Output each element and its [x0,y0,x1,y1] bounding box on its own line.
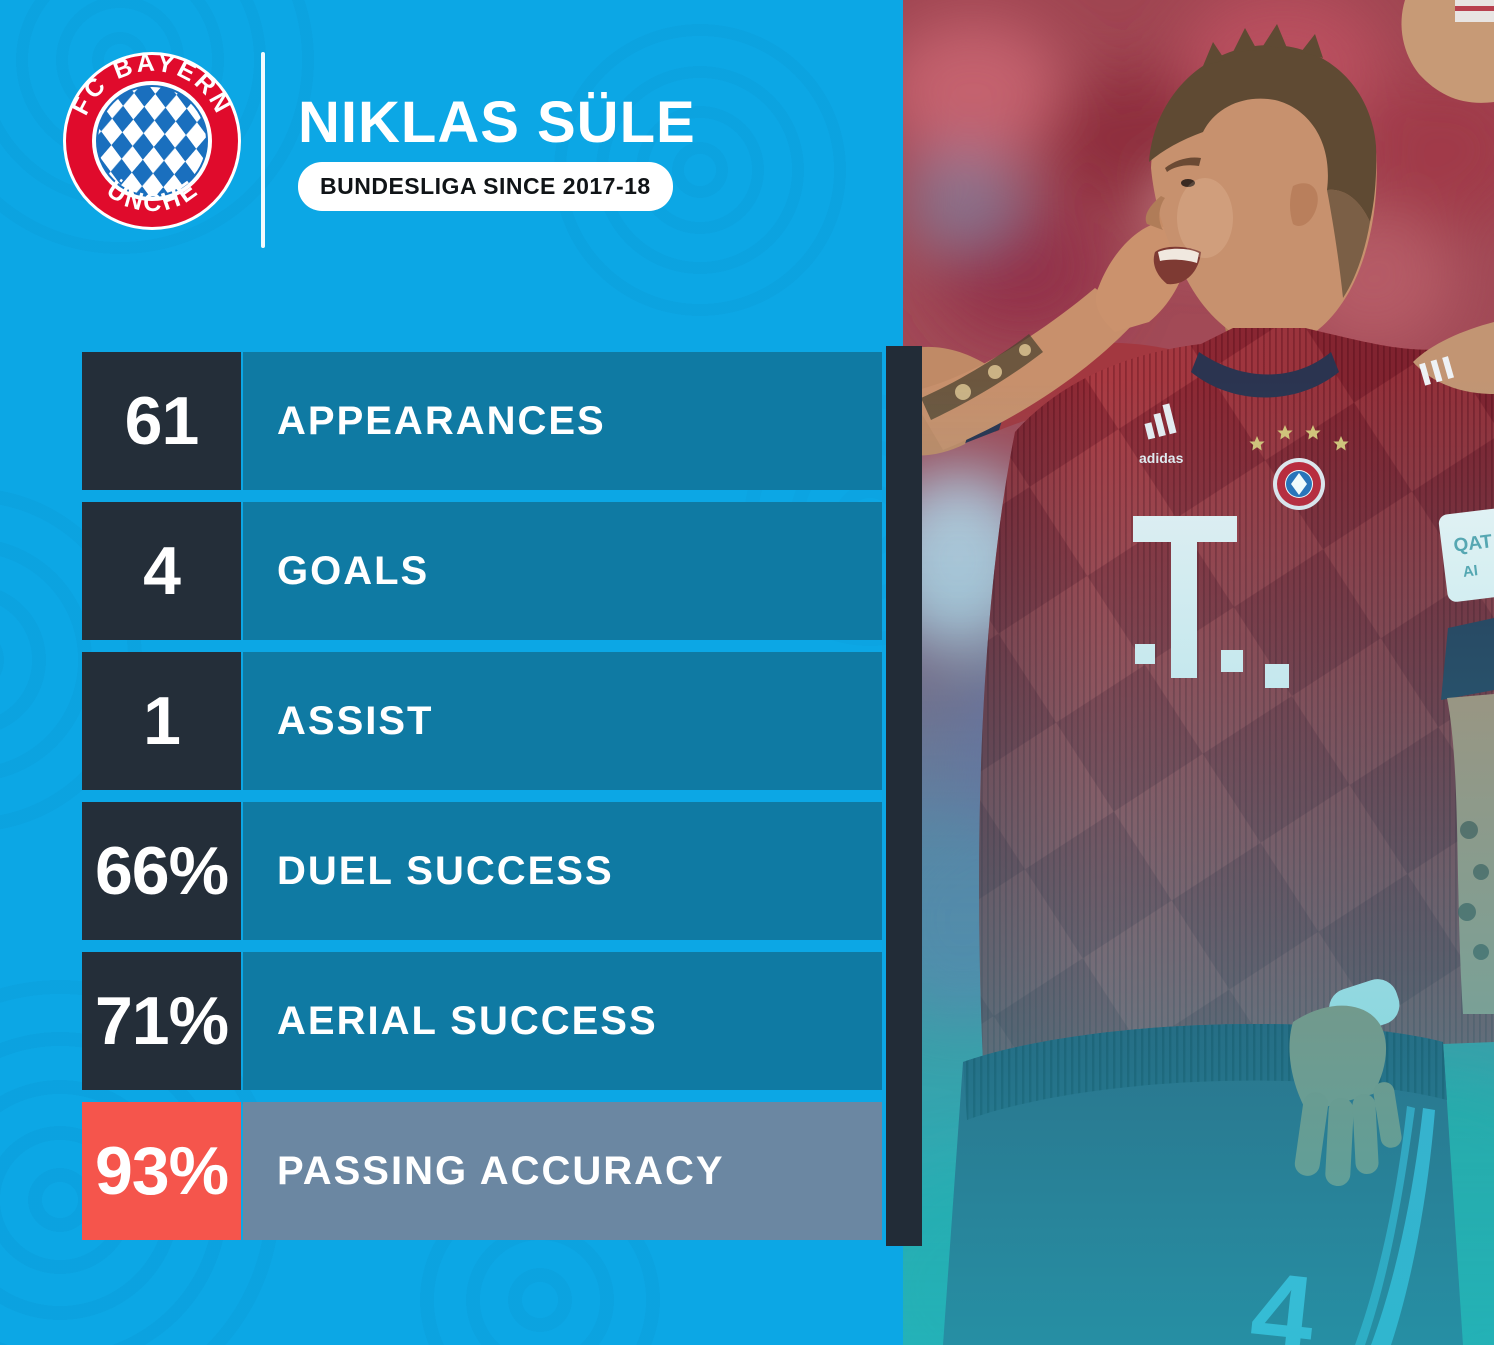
subtitle-pill: BUNDESLIGA SINCE 2017-18 [298,162,673,211]
stat-label: GOALS [243,502,882,640]
stat-label: AERIAL SUCCESS [243,952,882,1090]
header: NIKLAS SÜLE BUNDESLIGA SINCE 2017-18 [298,94,696,211]
stat-row-passing-accuracy: 93% PASSING ACCURACY [82,1102,882,1240]
club-badge-icon: FC BAYERN MÜNCHEN [61,50,241,230]
stat-row-duel-success: 66% DUEL SUCCESS [82,802,882,940]
stat-value: 1 [82,652,241,790]
stat-value: 61 [82,352,241,490]
stat-value: 66% [82,802,241,940]
stat-label: ASSIST [243,652,882,790]
cyan-overlay [903,0,1494,1345]
stats-list: 61 APPEARANCES 4 GOALS 1 ASSIST 66% DUEL… [82,352,882,1252]
stats-accent-column [886,346,922,1246]
stat-value: 4 [82,502,241,640]
header-divider [261,52,265,248]
stat-label: DUEL SUCCESS [243,802,882,940]
stat-row-aerial-success: 71% AERIAL SUCCESS [82,952,882,1090]
stat-row-goals: 4 GOALS [82,502,882,640]
player-photo-illustration: adidas [903,0,1494,1345]
stat-label: APPEARANCES [243,352,882,490]
stat-label: PASSING ACCURACY [243,1102,882,1240]
page-title: NIKLAS SÜLE [298,90,696,155]
player-photo: adidas [903,0,1494,1345]
stat-value: 71% [82,952,241,1090]
stat-row-assist: 1 ASSIST [82,652,882,790]
stat-row-appearances: 61 APPEARANCES [82,352,882,490]
stat-value: 93% [82,1102,241,1240]
